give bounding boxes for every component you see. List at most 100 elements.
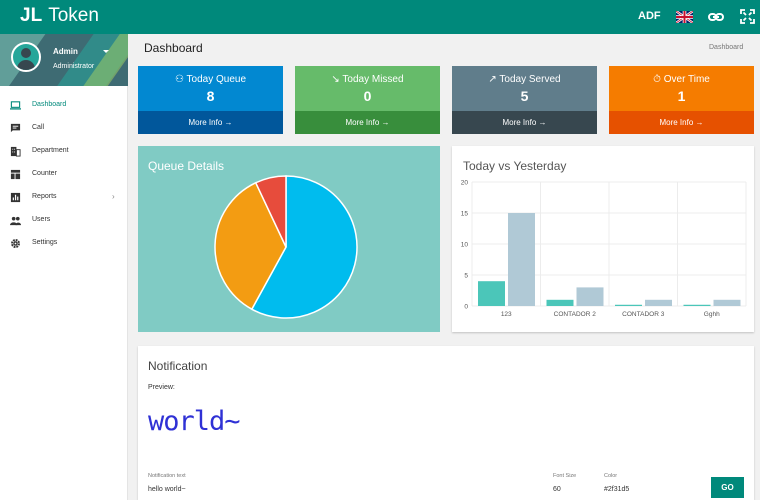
- laptop-icon: [10, 101, 21, 110]
- today-vs-yesterday-panel: Today vs Yesterday 0 5 10 15 20 123 CONTADOR 2…: [452, 146, 754, 332]
- pie-slice-2: [254, 175, 287, 248]
- arrow-right-icon: →: [538, 118, 547, 127]
- avatar: [11, 42, 41, 72]
- sidebar-item-reports[interactable]: Reports ›: [0, 186, 128, 209]
- bar-3-1: [713, 299, 741, 306]
- sidebar-item-settings[interactable]: Settings: [0, 232, 128, 255]
- notification-text-input[interactable]: hello world~: [148, 486, 186, 493]
- building-icon: [10, 146, 21, 157]
- x-tick-label: 123: [501, 311, 512, 318]
- page-title: Dashboard: [144, 41, 203, 55]
- comparison-bar-chart: 0 5 10 15 20 123 CONTADOR 2 CONTADOR 3 Gghh: [461, 180, 747, 318]
- sidebar-item-dashboard[interactable]: Dashboard: [0, 94, 128, 117]
- dashboard-icon: [10, 169, 21, 180]
- over-time-card: ⏱ Over Time 1 More Info →: [609, 66, 754, 134]
- y-tick-label: 20: [461, 180, 469, 187]
- card-value: 5: [520, 88, 529, 104]
- sidebar-item-label: Dashboard: [32, 101, 67, 108]
- panel-title: Queue Details: [148, 159, 225, 173]
- more-info-link[interactable]: More Info →: [609, 111, 754, 134]
- notification-text-label: Notification text: [148, 473, 186, 479]
- more-info-link[interactable]: More Info →: [138, 111, 283, 134]
- sidebar-item-users[interactable]: Users: [0, 209, 128, 232]
- bar-0-0: [478, 281, 505, 306]
- card-value: 1: [677, 88, 686, 104]
- font-size-input[interactable]: 60: [553, 486, 561, 493]
- sidebar-item-label: Call: [32, 124, 45, 131]
- y-tick-label: 5: [464, 273, 468, 280]
- bar-2-1: [645, 299, 672, 306]
- panel-title: Notification: [148, 359, 208, 373]
- sidebar-item-label: Users: [32, 216, 51, 223]
- arrow-right-icon: →: [224, 118, 233, 127]
- language-code[interactable]: ADF: [638, 10, 661, 22]
- sidebar-item-label: Reports: [32, 193, 57, 200]
- card-value: 8: [206, 88, 215, 104]
- more-info-link[interactable]: More Info →: [452, 111, 597, 134]
- card-title: Today Served: [499, 74, 561, 85]
- chat-icon: [10, 123, 21, 133]
- go-button[interactable]: GO: [711, 477, 744, 498]
- link-icon[interactable]: [708, 9, 724, 25]
- card-title: Today Missed: [342, 74, 404, 85]
- brand-bold: JL: [20, 5, 43, 26]
- bar-3-0: [683, 304, 711, 306]
- bar-0-1: [508, 213, 535, 306]
- trend-up-icon: ↗: [488, 74, 497, 85]
- sidebar-item-department[interactable]: Department: [0, 140, 128, 163]
- card-value: 0: [363, 88, 372, 104]
- bar-2-0: [615, 304, 642, 306]
- sidebar-item-label: Settings: [32, 239, 58, 246]
- sidebar-item-call[interactable]: Call: [0, 117, 128, 140]
- x-tick-label: CONTADOR 3: [622, 311, 665, 318]
- sidebar: Admin Administrator Dashboard Call Depar…: [0, 34, 128, 500]
- queue-pie-chart: [214, 175, 358, 319]
- font-size-label: Font Size: [553, 473, 577, 479]
- user-name: Admin: [53, 47, 78, 56]
- arrow-right-icon: →: [381, 118, 390, 127]
- user-role: Administrator: [53, 63, 95, 70]
- sidebar-item-counter[interactable]: Counter: [0, 163, 128, 186]
- color-label: Color: [604, 473, 618, 479]
- queue-icon: ⚇: [174, 74, 184, 85]
- top-bar: JL Token ADF: [0, 0, 760, 34]
- sidebar-item-label: Department: [32, 147, 69, 154]
- notification-preview: world~: [148, 406, 241, 437]
- bar-1-0: [546, 299, 574, 306]
- trend-down-icon: ↘: [331, 74, 340, 85]
- today-queue-card: ⚇ Today Queue 8 More Info →: [138, 66, 283, 134]
- color-input[interactable]: #2f31d5: [604, 486, 630, 493]
- breadcrumb[interactable]: Dashboard: [709, 44, 744, 51]
- preview-label: Preview:: [148, 384, 175, 391]
- queue-details-panel: Queue Details: [138, 146, 440, 332]
- fullscreen-icon[interactable]: [740, 9, 755, 24]
- y-tick-label: 15: [461, 211, 469, 218]
- user-profile[interactable]: Admin Administrator: [0, 34, 128, 86]
- notification-panel: Notification Preview: world~ Notificatio…: [138, 346, 754, 500]
- chevron-down-icon[interactable]: [103, 50, 109, 53]
- pie-slice-0: [250, 175, 358, 319]
- app-brand[interactable]: JL Token: [20, 5, 99, 27]
- card-title: Today Queue: [186, 74, 247, 85]
- more-info-link[interactable]: More Info →: [295, 111, 440, 134]
- chevron-right-icon: ›: [112, 192, 115, 201]
- sidebar-menu: Dashboard Call Department Counter Report…: [0, 94, 128, 255]
- timer-icon: ⏱: [653, 74, 661, 85]
- gear-icon: [11, 239, 20, 248]
- chart-icon: [10, 192, 21, 203]
- people-icon: [10, 216, 21, 226]
- arrow-right-icon: →: [695, 118, 704, 127]
- y-tick-label: 10: [461, 242, 469, 249]
- x-tick-label: Gghh: [704, 311, 720, 318]
- panel-title: Today vs Yesterday: [463, 159, 567, 173]
- bar-1-1: [576, 287, 604, 306]
- y-tick-label: 0: [464, 304, 468, 311]
- card-title: Over Time: [663, 74, 710, 85]
- pie-slice-1: [214, 181, 287, 311]
- uk-flag-icon[interactable]: [676, 11, 693, 23]
- brand-name: Token: [48, 5, 99, 26]
- x-tick-label: CONTADOR 2: [554, 311, 597, 318]
- today-served-card: ↗ Today Served 5 More Info →: [452, 66, 597, 134]
- today-missed-card: ↘ Today Missed 0 More Info →: [295, 66, 440, 134]
- sidebar-item-label: Counter: [32, 170, 57, 177]
